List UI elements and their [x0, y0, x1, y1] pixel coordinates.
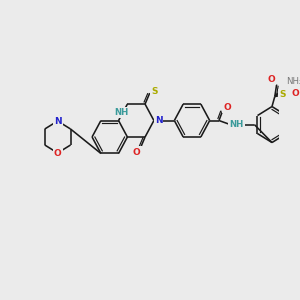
Text: S: S: [151, 87, 158, 96]
Text: NH: NH: [230, 120, 244, 129]
Text: S: S: [279, 90, 286, 99]
Text: N: N: [54, 116, 61, 125]
Text: O: O: [133, 148, 141, 157]
Text: O: O: [291, 89, 299, 98]
Text: O: O: [54, 148, 61, 158]
Text: O: O: [224, 103, 231, 112]
Text: O: O: [267, 75, 275, 84]
Text: NH: NH: [114, 108, 128, 117]
Text: N: N: [155, 116, 162, 125]
Text: NH₂: NH₂: [286, 77, 300, 86]
